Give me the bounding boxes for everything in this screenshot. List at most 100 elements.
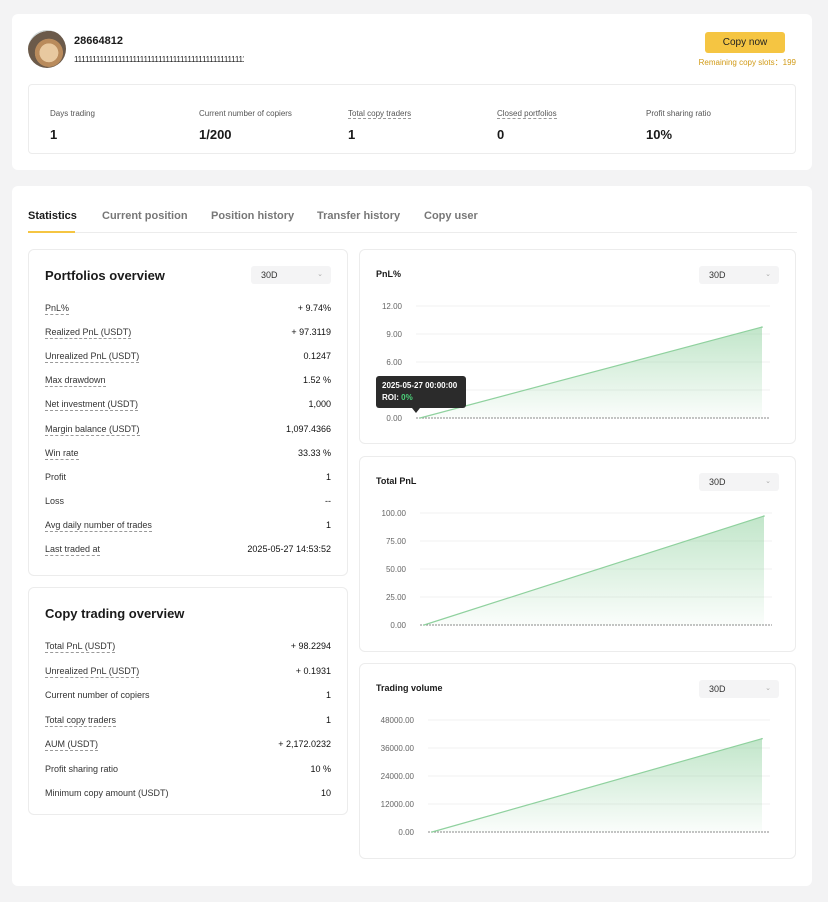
stat-row-value: 33.33 %	[297, 447, 331, 458]
pnl-percent-chart-panel: PnL% 30D ⌄ 12.009.006.003.000.00 2025-05…	[359, 249, 796, 444]
stat-row-value: + 98.2294	[290, 641, 331, 651]
chevron-down-icon: ⌄	[317, 271, 323, 278]
stat-row-label[interactable]: Last traded at	[45, 544, 101, 556]
y-tick-label: 0.00	[390, 621, 406, 630]
stat-row-label[interactable]: Margin balance (USDT)	[45, 423, 140, 436]
stat-row: Profit 1	[45, 472, 331, 486]
stat-row: Unrealized PnL (USDT) 0.1247	[45, 351, 331, 365]
period-value: 30D	[709, 270, 726, 280]
active-tab-indicator	[28, 231, 75, 233]
stat-row-label[interactable]: Total copy traders	[45, 714, 117, 727]
chart-period-select[interactable]: 30D ⌄	[699, 680, 779, 698]
trading-volume-chart[interactable]: 48000.00 36000.00 24000.00 12000.00 0.00	[360, 664, 797, 860]
tab-position-history[interactable]: Position history	[211, 210, 295, 222]
stat-row-label[interactable]: Total PnL (USDT)	[45, 641, 116, 653]
data-point	[423, 624, 425, 626]
tab-transfer-history[interactable]: Transfer history	[317, 210, 401, 222]
stat-row-value: 1	[325, 471, 331, 482]
tab-current-position[interactable]: Current position	[102, 210, 188, 222]
stat-row-label: Minimum copy amount (USDT)	[45, 788, 169, 798]
stat-label: Days trading	[50, 109, 95, 118]
chevron-down-icon: ⌄	[765, 271, 771, 278]
stat-label[interactable]: Total copy traders	[348, 109, 412, 119]
chevron-down-icon: ⌄	[765, 478, 771, 485]
portfolios-overview-panel: Portfolios overview 30D ⌄ PnL% + 9.74% Rea…	[28, 249, 348, 576]
y-tick-label: 48000.00	[381, 716, 415, 725]
portfolios-overview-title: Portfolios overview	[45, 268, 165, 283]
stat-label: Profit sharing ratio	[646, 109, 711, 118]
tab-copy-user[interactable]: Copy user	[424, 210, 478, 222]
trader-uid: 28664812	[74, 35, 123, 47]
avatar[interactable]	[28, 30, 66, 68]
stat-row-label[interactable]: Unrealized PnL (USDT)	[45, 351, 140, 364]
pnl-percent-chart[interactable]: 12.009.006.003.000.00	[360, 250, 797, 445]
trading-volume-chart-panel: Trading volume 30D ⌄ 48000.00 36000.00 240…	[359, 663, 796, 859]
stat-row-value: --	[325, 495, 331, 506]
stat-row-value: 0.1247	[303, 351, 331, 362]
stat-row-label: Profit	[45, 471, 67, 482]
period-value: 30D	[709, 684, 726, 694]
chart-tooltip: 2025-05-27 00:00:00 ROI: 0%	[376, 376, 466, 408]
stat-row: Net investment (USDT) 1,000	[45, 399, 331, 413]
tooltip-date: 2025-05-27 00:00:00	[382, 381, 458, 390]
stat-row: Last traded at 2025-05-27 14:53:52	[45, 544, 331, 558]
series-area	[424, 516, 764, 625]
stat-row-label[interactable]: Max drawdown	[45, 375, 106, 388]
data-point	[419, 417, 421, 419]
series-line	[431, 738, 763, 833]
data-point	[761, 737, 763, 740]
stat-row: Minimum copy amount (USDT) 10	[45, 788, 331, 802]
series-area	[420, 327, 762, 418]
stat-row: Avg daily number of trades 1	[45, 520, 331, 534]
stat-row-value: 2025-05-27 14:53:52	[247, 544, 331, 554]
period-value: 30D	[709, 477, 726, 487]
y-tick-label: 50.00	[386, 565, 407, 574]
stat-row-value: + 97.3119	[291, 327, 331, 338]
chevron-down-icon: ⌄	[765, 685, 771, 692]
chart-period-select[interactable]: 30D ⌄	[699, 473, 779, 491]
y-tick-label: 9.00	[386, 330, 402, 339]
chart-title: Trading volume	[376, 683, 443, 693]
y-tick-label: 36000.00	[381, 744, 415, 753]
stat-row-value: 1	[325, 690, 331, 700]
stat-label[interactable]: Closed portfolios	[497, 109, 557, 119]
y-tick-label: 0.00	[398, 828, 414, 837]
stat-row: Profit sharing ratio 10 %	[45, 764, 331, 778]
stat-profit-sharing-ratio: Profit sharing ratio 10%	[646, 103, 711, 142]
stat-row: Max drawdown 1.52 %	[45, 375, 331, 389]
stat-row-label[interactable]: AUM (USDT)	[45, 739, 98, 751]
data-point	[761, 326, 763, 328]
stat-row-label[interactable]: Win rate	[45, 447, 79, 460]
copy-now-button[interactable]: Copy now	[705, 32, 785, 53]
chart-period-select[interactable]: 30D ⌄	[699, 266, 779, 284]
portfolio-period-select[interactable]: 30D ⌄	[251, 266, 331, 284]
stat-row-label[interactable]: PnL%	[45, 303, 70, 315]
stat-days-trading: Days trading 1	[50, 103, 95, 142]
period-value: 30D	[261, 270, 278, 280]
stat-row-label: Profit sharing ratio	[45, 763, 119, 774]
stat-value: 10%	[646, 127, 673, 142]
y-tick-label: 0.00	[386, 414, 402, 423]
total-pnl-chart[interactable]: 100.00 75.00 50.00 25.00 0.00	[360, 457, 797, 653]
stat-row-label[interactable]: Avg daily number of trades	[45, 519, 152, 532]
stat-row-value: 1,097.4366	[285, 423, 331, 434]
y-tick-label: 100.00	[382, 509, 407, 518]
stat-row: Total copy traders 1	[45, 715, 331, 729]
stat-row: Loss --	[45, 496, 331, 510]
stat-row-label[interactable]: Unrealized PnL (USDT)	[45, 665, 140, 678]
stat-row-label[interactable]: Realized PnL (USDT)	[45, 327, 132, 340]
stat-row: Realized PnL (USDT) + 97.3119	[45, 327, 331, 341]
remaining-copy-slots: Remaining copy slots：199	[698, 58, 796, 67]
stat-row-value: + 9.74%	[297, 303, 331, 313]
stat-current-copiers: Current number of copiers 1/200	[199, 103, 292, 142]
series-line	[423, 515, 765, 626]
stat-value: 1	[50, 127, 58, 142]
stat-row-label[interactable]: Net investment (USDT)	[45, 399, 139, 412]
tooltip-roi: ROI: 0%	[382, 392, 460, 404]
tooltip-arrow	[412, 408, 420, 413]
tab-statistics[interactable]: Statistics	[28, 210, 77, 222]
data-point	[763, 515, 765, 517]
y-tick-label: 6.00	[386, 358, 402, 367]
y-tick-label: 25.00	[386, 593, 407, 602]
y-tick-label: 24000.00	[381, 772, 415, 781]
